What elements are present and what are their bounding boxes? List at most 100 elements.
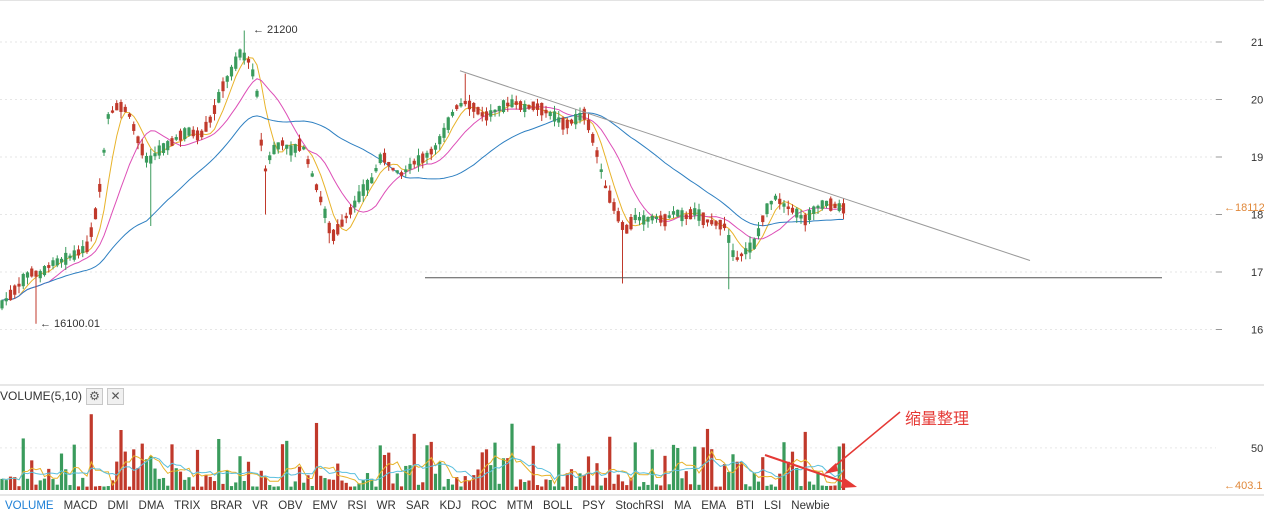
resistance-line[interactable] <box>459 70 1031 261</box>
volume-bar <box>833 485 837 490</box>
candle <box>548 110 552 120</box>
candle <box>693 202 697 220</box>
volume-bar <box>272 486 276 490</box>
volume-bar <box>782 442 786 490</box>
candle-body <box>735 257 739 260</box>
candle <box>722 216 727 231</box>
ma-mid-line <box>1 78 844 301</box>
candle <box>327 221 331 244</box>
candle <box>344 212 348 224</box>
volume-bar <box>259 470 263 490</box>
candle <box>306 155 310 168</box>
candle <box>654 213 659 223</box>
tab-sar[interactable]: SAR <box>405 499 430 512</box>
volume-bar <box>824 485 829 490</box>
tab-boll[interactable]: BOLL <box>542 499 573 512</box>
candle-body <box>824 200 829 207</box>
volume-bar <box>102 486 106 490</box>
tab-newbie[interactable]: Newbie <box>791 499 830 512</box>
candle-body <box>799 215 803 219</box>
tab-vr[interactable]: VR <box>252 499 269 512</box>
tab-psy[interactable]: PSY <box>582 499 606 512</box>
candle-body <box>102 149 106 153</box>
volume-indicator-title: VOLUME(5,10) <box>0 389 83 403</box>
close-icon[interactable]: ✕ <box>107 387 125 405</box>
candle <box>268 151 272 165</box>
tab-lsi[interactable]: LSI <box>764 499 782 512</box>
candle <box>119 99 123 119</box>
candle <box>446 116 450 134</box>
candle <box>574 108 578 130</box>
volume-bar <box>714 486 718 490</box>
tab-rsi[interactable]: RSI <box>347 499 367 512</box>
tab-ema[interactable]: EMA <box>701 499 727 512</box>
candle-body <box>378 154 382 164</box>
candle-body <box>739 253 744 257</box>
candle <box>731 243 735 261</box>
tab-wr[interactable]: WR <box>376 499 396 512</box>
volume-bar <box>336 463 340 490</box>
candle-body <box>429 148 433 155</box>
tab-dmi[interactable]: DMI <box>107 499 129 512</box>
candle-body <box>136 136 140 144</box>
volume-bar <box>510 423 514 490</box>
candle-body <box>119 102 123 112</box>
candle <box>98 178 102 198</box>
tab-mtm[interactable]: MTM <box>506 499 533 512</box>
volume-bar <box>319 475 323 490</box>
candle <box>599 163 603 179</box>
candle-body <box>259 139 263 146</box>
tab-trix[interactable]: TRIX <box>174 499 201 512</box>
volume-bar <box>404 465 408 490</box>
candle <box>506 96 510 112</box>
gear-icon[interactable]: ⚙ <box>86 387 104 405</box>
tab-brar[interactable]: BRAR <box>210 499 243 512</box>
candle-body <box>47 265 51 268</box>
candle <box>429 146 433 161</box>
candle <box>246 56 251 69</box>
tab-volume[interactable]: VOLUME <box>5 499 54 512</box>
candle <box>450 109 455 118</box>
tab-emv[interactable]: EMV <box>312 499 338 512</box>
candle-body <box>697 209 701 221</box>
candle <box>21 272 25 290</box>
volume-bar <box>739 461 744 490</box>
candle-body <box>472 102 476 112</box>
candle-body <box>4 298 8 302</box>
candle-body <box>195 130 200 141</box>
candle-body <box>484 111 489 121</box>
volume-bar <box>59 453 64 490</box>
candle-body <box>693 208 697 216</box>
candle-body <box>659 215 663 223</box>
tab-roc[interactable]: ROC <box>471 499 497 512</box>
volume-bar <box>64 469 68 490</box>
volume-bar <box>395 473 399 490</box>
tab-stochrsi[interactable]: StochRSI <box>615 499 664 512</box>
candle-body <box>497 106 501 112</box>
volume-bar <box>540 486 544 490</box>
tab-ma[interactable]: MA <box>673 499 692 512</box>
volume-bar <box>697 484 701 490</box>
volume-ma10-line <box>1 456 844 481</box>
candle-body <box>55 258 59 266</box>
candle <box>582 106 586 125</box>
volume-indicator-header: VOLUME(5,10) ⚙ ✕ <box>0 387 125 405</box>
candle-body <box>34 270 38 277</box>
tab-dma[interactable]: DMA <box>138 499 165 512</box>
tab-obv[interactable]: OBV <box>278 499 303 512</box>
candle <box>412 158 416 168</box>
candle <box>178 128 183 147</box>
tab-macd[interactable]: MACD <box>63 499 98 512</box>
candle-body <box>569 119 574 124</box>
candle <box>493 109 497 117</box>
tab-kdj[interactable]: KDJ <box>439 499 462 512</box>
volume-bar <box>518 479 523 490</box>
candle-body <box>217 92 221 103</box>
tab-bti[interactable]: BTI <box>736 499 755 512</box>
candle <box>174 134 178 141</box>
candle-body <box>106 114 110 119</box>
candle-body <box>646 217 650 222</box>
candle <box>714 220 718 230</box>
